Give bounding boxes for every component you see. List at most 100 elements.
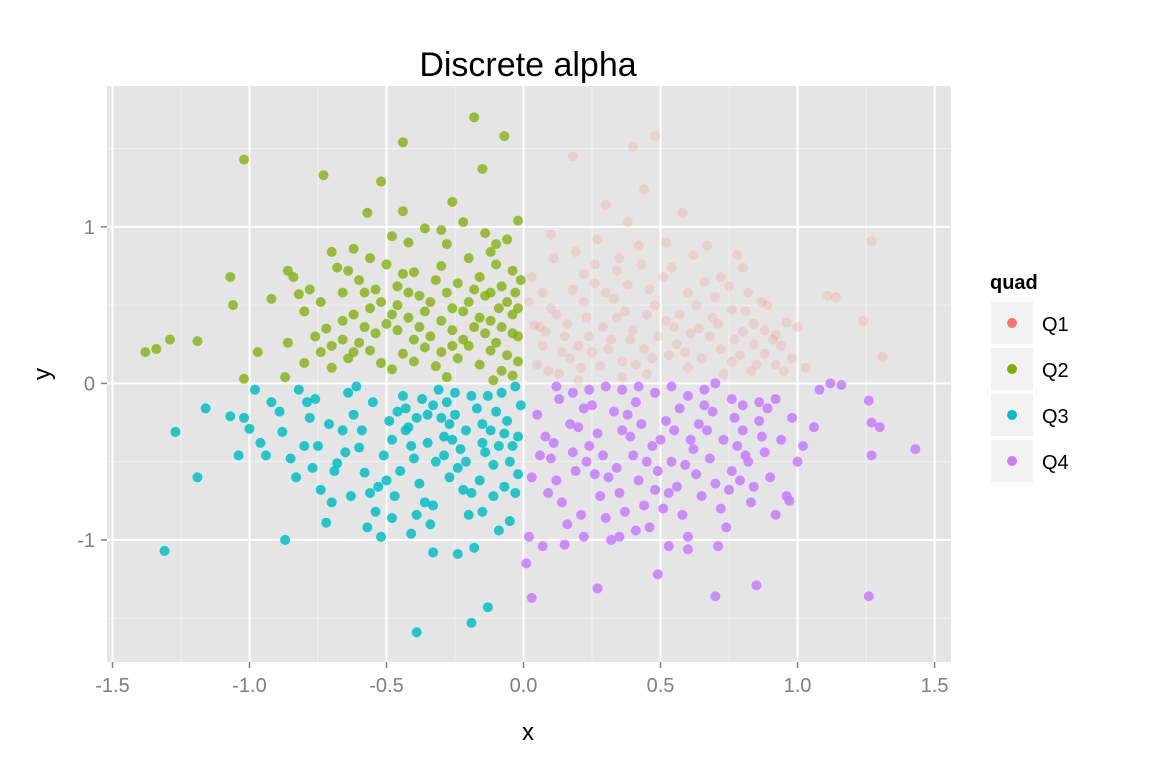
data-point: [735, 350, 745, 361]
data-point: [589, 278, 600, 289]
data-point: [318, 170, 329, 181]
data-point: [745, 365, 756, 376]
data-point: [365, 253, 376, 264]
data-point: [545, 453, 556, 464]
data-point: [365, 303, 376, 314]
data-point: [389, 491, 400, 502]
data-point: [441, 372, 452, 383]
data-point: [581, 312, 592, 323]
data-point: [280, 534, 291, 545]
data-point: [537, 287, 548, 298]
data-point: [724, 484, 735, 495]
data-point: [759, 447, 770, 458]
grid-minor: [107, 86, 951, 662]
data-point: [682, 287, 693, 298]
data-point: [578, 531, 589, 542]
data-point: [748, 481, 759, 492]
data-point: [699, 384, 710, 395]
data-point: [770, 329, 781, 340]
data-point: [836, 379, 847, 390]
data-point: [313, 441, 323, 451]
data-point: [463, 253, 474, 264]
data-point: [444, 472, 455, 483]
data-point: [337, 287, 348, 298]
data-point: [493, 525, 504, 536]
data-point: [740, 306, 751, 317]
y-tick-label: -1: [77, 530, 95, 552]
data-point: [332, 262, 343, 273]
data-point: [718, 434, 729, 445]
data-point: [650, 387, 661, 398]
data-point: [682, 362, 693, 373]
data-point: [348, 409, 359, 420]
data-point: [685, 328, 696, 339]
data-point: [458, 217, 469, 228]
data-point: [526, 472, 537, 483]
data-point: [436, 261, 447, 271]
data-point: [244, 423, 255, 434]
data-point: [551, 309, 562, 320]
legend-label: Q4: [1042, 452, 1069, 474]
data-point: [367, 397, 378, 408]
data-point: [630, 397, 641, 408]
data-point: [693, 323, 704, 334]
data-point: [507, 370, 518, 381]
data-point: [408, 334, 419, 345]
data-point: [408, 356, 419, 367]
data-point: [400, 425, 411, 436]
data-point: [636, 419, 647, 430]
data-point: [499, 428, 510, 439]
data-point: [693, 419, 704, 430]
data-point: [540, 326, 551, 337]
data-point: [600, 513, 611, 523]
data-point: [625, 334, 636, 345]
data-point: [488, 375, 499, 386]
data-point: [365, 487, 376, 498]
data-point: [663, 487, 674, 498]
series-q2: [140, 112, 526, 386]
x-tick-label: 0.0: [510, 675, 538, 697]
data-point: [348, 243, 359, 254]
data-point: [669, 425, 680, 436]
data-point: [307, 462, 318, 473]
data-point: [441, 239, 452, 250]
data-point: [513, 356, 524, 367]
data-point: [537, 541, 548, 552]
data-point: [540, 431, 551, 442]
data-point: [488, 459, 499, 470]
data-point: [288, 271, 299, 282]
data-point: [641, 456, 652, 467]
data-point: [422, 409, 433, 420]
data-point: [395, 466, 406, 477]
legend-key-dot: [1007, 410, 1017, 420]
data-point: [447, 196, 458, 207]
data-point: [726, 466, 737, 477]
data-point: [474, 271, 485, 282]
data-point: [767, 334, 778, 345]
data-point: [513, 215, 524, 226]
data-point: [710, 591, 721, 602]
data-point: [455, 444, 466, 455]
data-point: [496, 322, 507, 333]
legend-item-q1: Q1: [989, 300, 1069, 346]
data-point: [386, 434, 397, 445]
data-point: [543, 487, 554, 498]
data-point: [874, 422, 885, 433]
data-point: [559, 331, 570, 342]
data-point: [460, 456, 471, 467]
data-point: [496, 281, 507, 292]
data-point: [140, 347, 151, 358]
data-point: [584, 441, 595, 451]
data-point: [436, 412, 447, 423]
data-point: [485, 425, 496, 436]
data-point: [808, 422, 819, 433]
data-point: [386, 513, 397, 523]
data-point: [597, 322, 608, 333]
x-tick-label: 1.5: [921, 675, 949, 697]
data-point: [376, 358, 387, 369]
data-point: [699, 400, 710, 411]
data-point: [650, 131, 661, 142]
data-point: [784, 495, 795, 506]
data-point: [592, 428, 603, 439]
data-point: [625, 431, 636, 442]
